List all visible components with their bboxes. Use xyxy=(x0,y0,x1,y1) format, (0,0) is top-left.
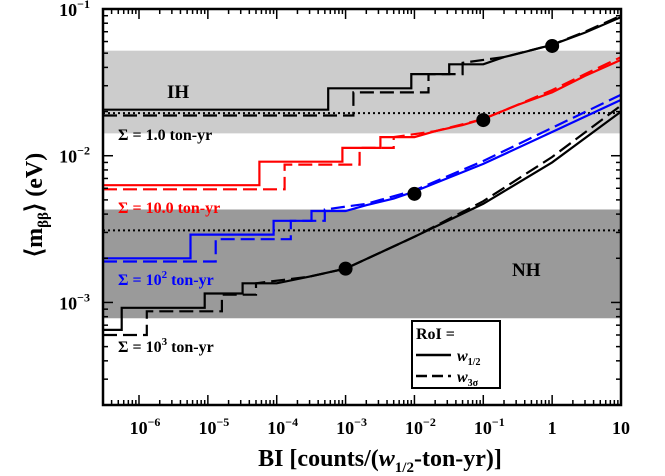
x-tick-label: 10−3 xyxy=(336,415,367,438)
series-1-dashed-line xyxy=(103,56,622,191)
series-1-solid-line xyxy=(103,58,622,187)
x-tick-label: 10−5 xyxy=(198,415,229,438)
legend-title: RoI = xyxy=(416,326,455,343)
series-label-100ton: Σ = 102 ton-yr xyxy=(118,269,214,289)
series-label-10ton: Σ = 10.0 ton-yr xyxy=(118,200,220,217)
y-tick-label: 10−1 xyxy=(59,0,90,20)
markers-layer xyxy=(338,38,560,276)
y-axis-label: ⟨mββ⟩ (eV) xyxy=(22,153,52,258)
series-label-1ton: Σ = 1.0 ton-yr xyxy=(118,127,212,144)
series-2-solid-line xyxy=(103,98,622,260)
reference-lines-layer xyxy=(103,112,621,232)
x-tick-label: 10 xyxy=(612,418,630,438)
series-1-marker xyxy=(476,113,491,128)
series-0-dashed-line xyxy=(103,14,622,117)
series-3-marker xyxy=(338,261,353,276)
x-tick-label: 10−2 xyxy=(405,415,436,438)
series-2-marker xyxy=(407,186,422,201)
series-3-dashed-line xyxy=(103,104,622,337)
plot-frame xyxy=(101,7,623,407)
band-nh xyxy=(103,209,621,319)
y-tick-label: 10−3 xyxy=(59,290,90,313)
axes-layer: 10−6 10−5 10−4 10−3 10−2 10−1 1 10 10−1 10−2 10−3 xyxy=(59,0,630,438)
series-2-dashed-line xyxy=(103,93,622,263)
ih-label: IH xyxy=(167,82,189,103)
series-label-1000ton: Σ = 103 ton-yr xyxy=(118,336,214,356)
legend: RoI = w1/2 w3σ xyxy=(411,320,501,389)
x-tick-label: 10−6 xyxy=(130,415,161,438)
legend-entry-solid: w1/2 xyxy=(457,348,480,368)
y-tick-label: 10−2 xyxy=(59,144,90,167)
x-tick-label: 10−1 xyxy=(474,415,505,438)
x-tick-label: 1 xyxy=(548,418,557,438)
nh-label: NH xyxy=(512,260,541,281)
x-axis-label: BI [counts/(w1/2-ton-yr)] xyxy=(258,446,502,476)
legend-entry-dashed: w3σ xyxy=(457,369,479,389)
x-tick-label: 10−4 xyxy=(267,415,298,438)
series-0-marker xyxy=(545,38,560,53)
